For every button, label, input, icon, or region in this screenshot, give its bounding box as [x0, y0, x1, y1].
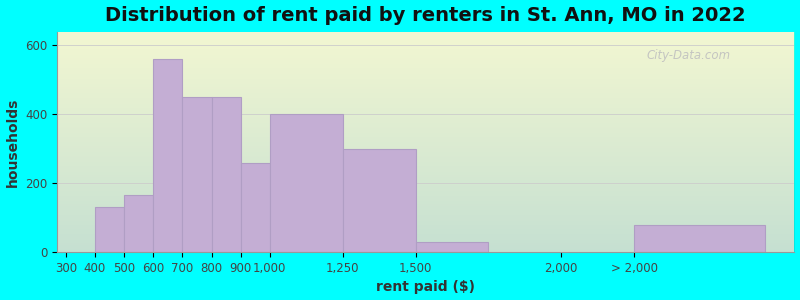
Bar [415, 242, 489, 252]
Bar [154, 59, 182, 252]
Title: Distribution of rent paid by renters in St. Ann, MO in 2022: Distribution of rent paid by renters in … [106, 6, 746, 25]
Bar [95, 207, 124, 252]
Bar [241, 163, 270, 252]
Y-axis label: households: households [6, 97, 19, 187]
Bar [342, 149, 415, 252]
Bar [634, 225, 766, 252]
Bar [270, 114, 342, 252]
X-axis label: rent paid ($): rent paid ($) [376, 280, 475, 294]
Text: City-Data.com: City-Data.com [647, 49, 731, 62]
Bar [211, 97, 241, 252]
Bar [182, 97, 211, 252]
Bar [124, 195, 154, 252]
